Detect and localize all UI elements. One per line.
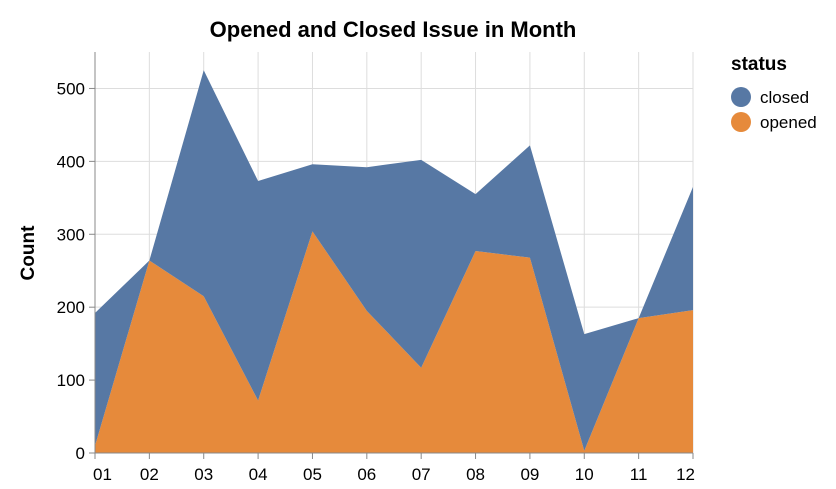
y-tick-label: 100 <box>57 371 85 390</box>
area-series-opened <box>95 231 693 453</box>
legend-swatch-closed <box>731 87 751 107</box>
x-tick-label: 07 <box>412 465 431 484</box>
y-tick-label: 400 <box>57 152 85 171</box>
y-tick-label: 0 <box>76 444 85 463</box>
area-series-closed <box>95 70 693 451</box>
y-tick-label: 300 <box>57 225 85 244</box>
x-tick-label: 08 <box>466 465 485 484</box>
x-tick-label: 12 <box>676 465 695 484</box>
x-tick-label: 09 <box>520 465 539 484</box>
x-tick-label: 06 <box>357 465 376 484</box>
legend: status closed opened <box>731 54 817 132</box>
x-tick-label: 11 <box>630 465 648 484</box>
axis-layer: 0 100 200 300 400 500 01 02 03 04 05 06 07 08 09 10 11 12 <box>57 52 695 484</box>
legend-label-opened: opened <box>760 113 817 132</box>
x-tick-label: 05 <box>303 465 322 484</box>
x-tick-label: 03 <box>194 465 213 484</box>
y-tick-label: 200 <box>57 298 85 317</box>
area-layer <box>95 70 693 453</box>
x-tick-label: 02 <box>140 465 159 484</box>
legend-title: status <box>731 54 787 75</box>
legend-swatch-opened <box>731 112 751 132</box>
x-tick-label: 04 <box>249 465 268 484</box>
legend-entries: closed opened <box>731 87 817 132</box>
chart-title: Opened and Closed Issue in Month <box>210 17 577 42</box>
y-tick-label: 500 <box>57 79 85 98</box>
x-tick-label: 01 <box>93 465 112 484</box>
legend-label-closed: closed <box>760 88 809 107</box>
x-tick-label: 10 <box>575 465 594 484</box>
y-axis-title: Count <box>18 225 39 281</box>
